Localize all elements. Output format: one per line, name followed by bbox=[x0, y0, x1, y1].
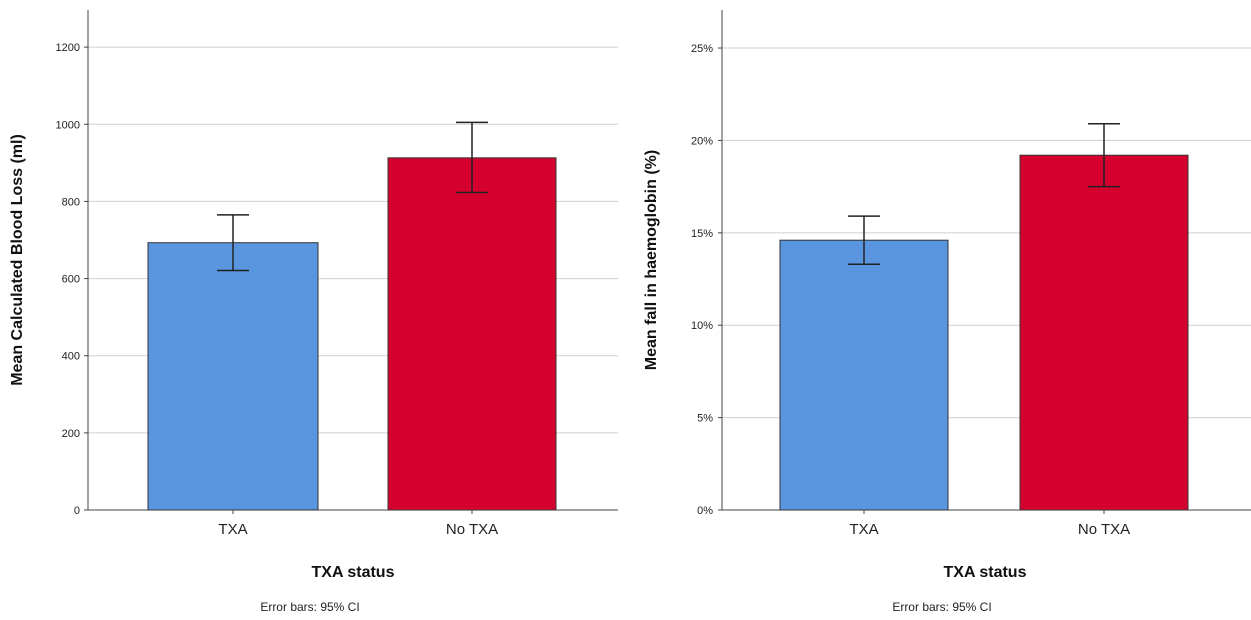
x-axis-title: TXA status bbox=[312, 564, 395, 581]
y-tick-label: 400 bbox=[62, 351, 80, 363]
x-axis-title: TXA status bbox=[944, 564, 1027, 581]
bar-no-txa bbox=[1019, 154, 1189, 511]
y-tick-label: 1000 bbox=[56, 119, 80, 131]
bar-txa bbox=[779, 239, 949, 511]
y-tick-label: 0 bbox=[74, 505, 80, 517]
bar-txa bbox=[147, 242, 319, 511]
y-tick-label: 25% bbox=[691, 43, 713, 55]
bar-no-txa bbox=[387, 157, 557, 511]
x-category-label: No TXA bbox=[1078, 521, 1130, 538]
y-tick-label: 200 bbox=[62, 428, 80, 440]
y-axis-title: Mean Calculated Blood Loss (ml) bbox=[9, 134, 26, 386]
x-category-label: TXA bbox=[849, 521, 878, 538]
x-category-label: No TXA bbox=[446, 521, 498, 538]
x-category-label: TXA bbox=[218, 521, 247, 538]
y-tick-label: 15% bbox=[691, 228, 713, 240]
error-bar-note: Error bars: 95% CI bbox=[892, 600, 991, 614]
y-tick-label: 10% bbox=[691, 320, 713, 332]
y-tick-label: 5% bbox=[697, 413, 713, 425]
y-tick-label: 600 bbox=[62, 274, 80, 286]
y-tick-label: 1200 bbox=[56, 42, 80, 54]
y-tick-label: 0% bbox=[697, 505, 713, 517]
error-bar-note: Error bars: 95% CI bbox=[260, 600, 359, 614]
y-axis-title: Mean fall in haemoglobin (%) bbox=[643, 150, 660, 370]
y-tick-label: 800 bbox=[62, 196, 80, 208]
y-tick-label: 20% bbox=[691, 135, 713, 147]
